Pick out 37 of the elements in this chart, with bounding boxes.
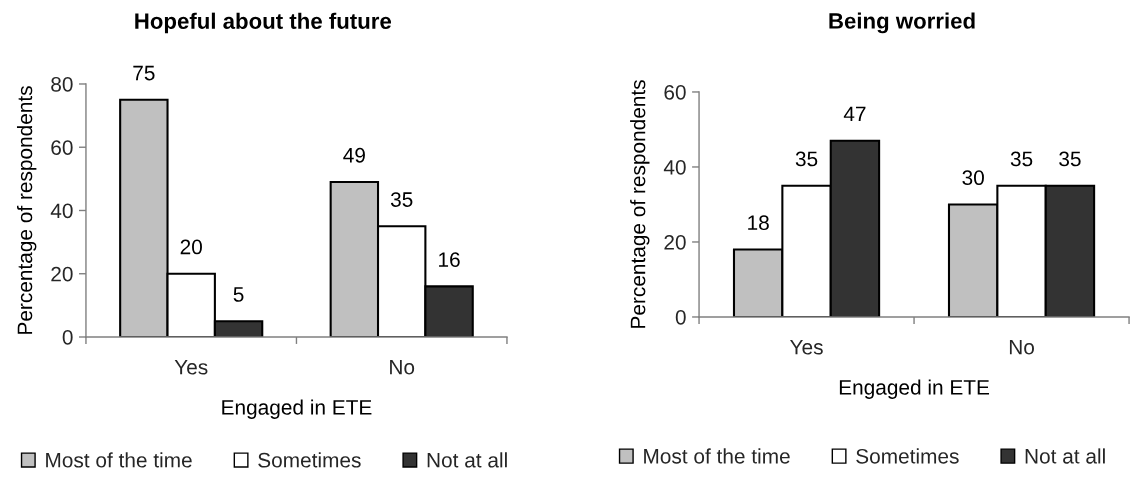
y-tick-label: 60 [664, 84, 686, 100]
legend-label: Sometimes [258, 452, 361, 468]
y-tick-label: 40 [663, 159, 686, 175]
y-axis-title: Percentage of respondents [630, 80, 650, 328]
chart-title: Being worried [829, 12, 975, 34]
data-label: 20 [180, 239, 202, 255]
legend-label: Most of the time [46, 452, 192, 468]
y-tick-label: 80 [51, 76, 73, 92]
legend-label: Most of the time [644, 448, 790, 464]
data-label: 35 [390, 192, 413, 207]
data-label: 75 [133, 65, 155, 81]
legend-label: Sometimes [856, 448, 959, 464]
legend-label: Not at all [1025, 448, 1105, 464]
chart-title: Hopeful about the future [135, 12, 392, 34]
x-tick-label: No [1009, 339, 1034, 355]
data-label: 30 [962, 170, 984, 186]
x-tick-label: No [390, 359, 415, 375]
data-label: 35 [1059, 151, 1081, 167]
x-axis-title: Engaged in ETE [222, 399, 372, 419]
y-tick-label: 40 [50, 203, 73, 219]
legend-label: Not at all [427, 452, 507, 468]
y-tick-label: 60 [51, 140, 73, 155]
x-tick-label: Yes [174, 359, 208, 375]
y-axis-title: Percentage of respondents [16, 86, 37, 334]
data-label: 35 [795, 151, 818, 167]
data-label: 35 [1010, 151, 1033, 167]
x-tick-label: Yes [790, 339, 823, 355]
y-tick-label: 0 [675, 309, 686, 325]
y-tick-label: 20 [51, 266, 73, 282]
data-label: 18 [748, 215, 769, 231]
data-label: 16 [439, 252, 460, 267]
data-label: 49 [343, 147, 365, 163]
y-tick-label: 20 [664, 234, 686, 250]
data-label: 5 [233, 287, 244, 302]
x-axis-title: Engaged in ETE [839, 379, 990, 399]
data-label: 47 [843, 106, 866, 122]
y-tick-label: 0 [62, 329, 73, 345]
